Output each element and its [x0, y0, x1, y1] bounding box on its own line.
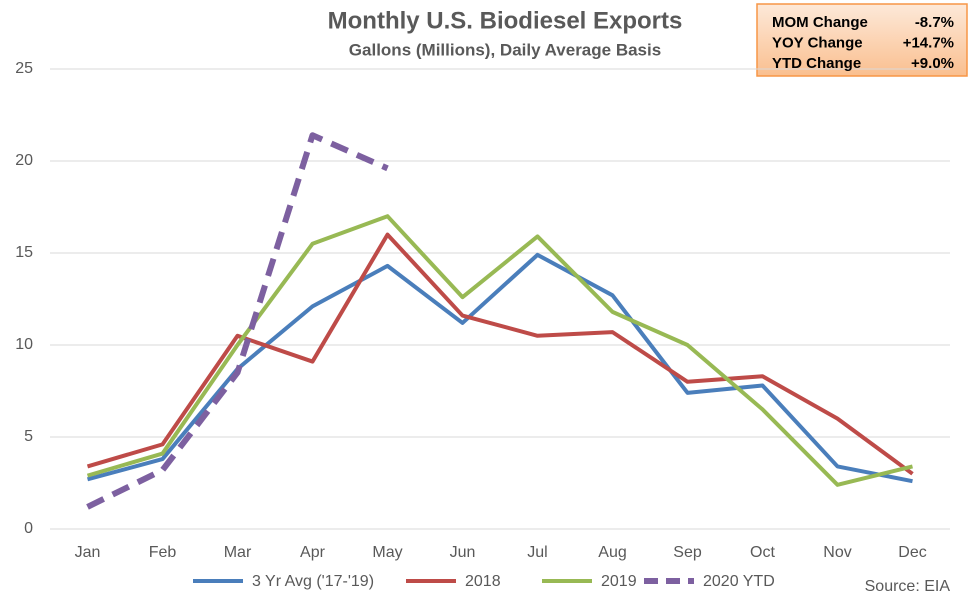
y-tick-label: 20 [15, 152, 33, 169]
source: Source: EIA [865, 578, 951, 595]
x-tick-label: Oct [750, 544, 775, 561]
x-tick-label: May [372, 544, 402, 561]
series-line [86, 214, 913, 487]
legend-label: 3 Yr Avg ('17-'19) [252, 573, 374, 590]
chart-subtitle: Gallons (Millions), Daily Average Basis [349, 40, 661, 59]
y-tick-label: 15 [15, 244, 33, 261]
x-tick-label: Jul [527, 544, 547, 561]
y-tick-label: 10 [15, 336, 33, 353]
summary-value: +14.7% [903, 34, 954, 51]
x-tick-label: Sep [673, 544, 702, 561]
series-line [86, 232, 914, 476]
summary-box [756, 3, 968, 77]
x-tick-label: Jun [450, 544, 476, 561]
x-tick-label: Dec [898, 544, 926, 561]
legend-label: 2019 [601, 573, 637, 590]
x-tick-label: Apr [300, 544, 326, 561]
chart-title: Monthly U.S. Biodiesel Exports [328, 7, 683, 34]
summary-label: MOM Change [772, 14, 868, 31]
legend-label: 2020 YTD [703, 573, 775, 590]
y-tick-label: 25 [15, 60, 33, 77]
x-tick-label: Mar [224, 544, 252, 561]
summary-value: +9.0% [911, 55, 954, 72]
y-tick-label: 0 [24, 520, 33, 537]
x-tick-label: Feb [149, 544, 177, 561]
summary-label: YOY Change [772, 34, 863, 51]
x-tick-label: Nov [823, 544, 851, 561]
legend-label: 2018 [465, 573, 501, 590]
series-line [86, 132, 389, 510]
summary-label: YTD Change [772, 55, 861, 72]
x-tick-label: Jan [75, 544, 101, 561]
y-tick-label: 5 [24, 428, 33, 445]
series-line [86, 252, 913, 484]
summary-value: -8.7% [915, 14, 954, 31]
x-tick-label: Aug [598, 544, 626, 561]
